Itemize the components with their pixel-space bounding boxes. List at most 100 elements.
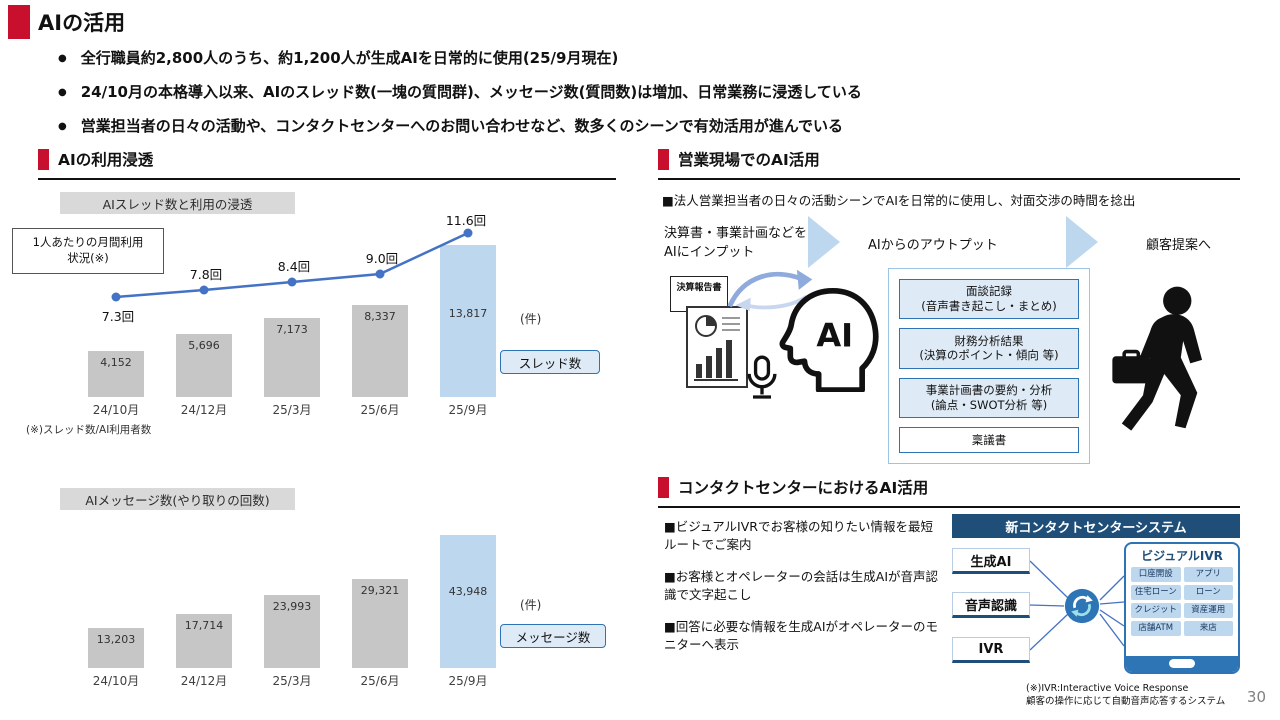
red-tab-icon	[38, 148, 49, 170]
message-chart: AIメッセージ数(やり取りの回数) 13,203 17,714 23,993 2…	[12, 480, 627, 712]
businessman-icon	[1112, 286, 1203, 431]
page-title: AIの活用	[38, 11, 126, 35]
visual-ivr-title: ビジュアルIVR	[1141, 549, 1223, 563]
system-title: 新コンタクトセンターシステム	[952, 514, 1240, 538]
visual-ivr-menu: 口座開設 アプリ 住宅ローン ローン クレジット 資産運用 店舗ATM 来店	[1126, 567, 1238, 636]
chart-footnote: (※)スレッド数/AI利用者数	[26, 424, 152, 436]
section-header-usage: AIの利用浸透	[38, 148, 616, 180]
thread-chart-plot: 4,152 5,696 7,173 8,337 13,817 7.3回 7.8回…	[72, 213, 512, 397]
contact-bullet: ■回答に必要な情報を生成AIがオペレーターのモニターへ表示	[664, 619, 939, 653]
section-title: AIの利用浸透	[58, 151, 154, 169]
trend-line	[111, 228, 473, 302]
bar-value-label: 17,714	[184, 619, 224, 632]
charts-document-icon	[686, 306, 748, 388]
flow-step-input: 決算書・事業計画などを AIにインプット	[664, 226, 808, 260]
line-value-label: 7.8回	[189, 267, 223, 282]
title-accent-bar	[8, 5, 30, 39]
x-axis-label: 24/12月	[180, 674, 228, 688]
bar-value-label: 13,203	[96, 633, 136, 646]
flow-arrow-icon	[1066, 216, 1098, 268]
bar-value-label: 13,817	[448, 307, 488, 320]
output-box: 事業計画書の要約・分析 (論点・SWOT分析 等)	[899, 377, 1079, 418]
system-input-genai: 生成AI	[952, 548, 1030, 574]
ivr-footnote-line1: (※)IVR:Interactive Voice Response	[1026, 683, 1189, 694]
page-number: 30	[1246, 688, 1266, 706]
flow-step-output: AIからのアウトプット	[868, 238, 998, 253]
summary-bullet: 24/10月の本格導入以来、AIのスレッド数(一塊の質問群)、メッセージ数(質問…	[58, 82, 1238, 104]
output-box: 面談記録 (音声書き起こし・まとめ)	[899, 279, 1079, 320]
ai-label: AI	[816, 317, 853, 355]
ivr-menu-item[interactable]: 資産運用	[1183, 603, 1233, 618]
line-value-label: 9.0回	[365, 251, 399, 266]
legend-threads: スレッド数	[500, 350, 600, 374]
ivr-menu-item[interactable]: アプリ	[1183, 567, 1233, 582]
message-chart-title: AIメッセージ数(やり取りの回数)	[60, 488, 295, 510]
phone-home-button	[1169, 659, 1195, 668]
sales-lead-text: ■法人営業担当者の日々の活動シーンでAIを日常的に使用し、対面交渉の時間を捻出	[662, 193, 1136, 208]
sales-panel: ■法人営業担当者の日々の活動シーンでAIを日常的に使用し、対面交渉の時間を捻出 …	[658, 186, 1240, 478]
bar-value-label: 23,993	[272, 600, 312, 613]
ivr-menu-item[interactable]: クレジット	[1131, 603, 1181, 618]
message-bar: 13,203	[88, 628, 144, 668]
message-bar: 17,714	[176, 614, 232, 668]
section-title: 営業現場でのAI活用	[678, 151, 820, 169]
x-axis-labels: 24/10月 24/12月 25/3月 25/6月 25/9月	[72, 401, 512, 418]
x-axis-label: 25/6月	[360, 674, 400, 688]
phone-footer	[1126, 656, 1238, 672]
connector-lines	[1029, 560, 1125, 651]
red-tab-icon	[658, 476, 669, 498]
x-axis-label: 24/10月	[92, 403, 140, 417]
ivr-menu-item[interactable]: ローン	[1183, 585, 1233, 600]
ivr-menu-item[interactable]: 住宅ローン	[1131, 585, 1181, 600]
flow-arrow-icon	[808, 216, 840, 268]
visual-ivr-panel: ビジュアルIVR 口座開設 アプリ 住宅ローン ローン クレジット 資産運用 店…	[1124, 542, 1240, 674]
message-chart-plot: 13,203 17,714 23,993 29,321 43,948	[72, 520, 512, 668]
x-axis-label: 25/6月	[360, 403, 400, 417]
system-input-ivr: IVR	[952, 637, 1030, 663]
output-box: 財務分析結果 (決算のポイント・傾向 等)	[899, 328, 1079, 369]
legend-messages: メッセージ数	[500, 624, 606, 648]
summary-bullet: 営業担当者の日々の活動や、コンタクトセンターへのお問い合わせなど、数多くのシーン…	[58, 116, 1238, 138]
bar-value-label: 4,152	[100, 356, 132, 369]
x-axis-labels: 24/10月 24/12月 25/3月 25/6月 25/9月	[72, 672, 512, 689]
message-bar-highlight: 43,948	[440, 535, 496, 668]
system-input-speech: 音声認識	[952, 592, 1030, 618]
thread-bar-highlight: 13,817	[440, 245, 496, 397]
bar-value-label: 5,696	[188, 339, 220, 352]
section-header-contact: コンタクトセンターにおけるAI活用	[658, 476, 1240, 508]
x-axis-label: 25/3月	[272, 403, 312, 417]
thread-bar: 8,337	[352, 305, 408, 397]
thread-bar: 4,152	[88, 351, 144, 397]
line-value-label: 8.4回	[277, 259, 311, 274]
output-box: 稟議書	[899, 426, 1079, 453]
ivr-footnote-line2: 顧客の操作に応じて自動音声応答するシステム	[1026, 696, 1226, 708]
summary-bullet: 全行職員約2,800人のうち、約1,200人が生成AIを日常的に使用(25/9月…	[58, 48, 1238, 70]
unit-label: (件)	[520, 312, 542, 326]
unit-label: (件)	[520, 598, 542, 612]
line-value-label: 7.3回	[101, 309, 135, 324]
ivr-footnote: (※)IVR:Interactive Voice Response 顧客の操作に…	[1026, 682, 1225, 709]
ivr-menu-item[interactable]: 口座開設	[1131, 567, 1181, 582]
x-axis-label: 24/12月	[180, 403, 228, 417]
message-bar: 29,321	[352, 579, 408, 668]
bar-value-label: 43,948	[448, 585, 488, 598]
microphone-icon	[747, 355, 777, 399]
message-bar: 23,993	[264, 595, 320, 668]
x-axis-label: 25/9月	[448, 674, 488, 688]
section-title: コンタクトセンターにおけるAI活用	[678, 479, 929, 497]
ivr-menu-item[interactable]: 来店	[1183, 621, 1233, 636]
red-tab-icon	[658, 148, 669, 170]
contact-bullet: ■お客様とオペレーターの会話は生成AIが音声認識で文字起こし	[664, 569, 939, 603]
ai-outputs-container: 面談記録 (音声書き起こし・まとめ) 財務分析結果 (決算のポイント・傾向 等)…	[888, 268, 1090, 464]
section-header-sales: 営業現場でのAI活用	[658, 148, 1240, 180]
x-axis-label: 24/10月	[92, 674, 140, 688]
flow-step-proposal: 顧客提案へ	[1146, 238, 1212, 253]
x-axis-label: 25/9月	[448, 403, 488, 417]
thread-bar: 5,696	[176, 334, 232, 397]
x-axis-label: 25/3月	[272, 674, 312, 688]
contact-bullet: ■ビジュアルIVRでお客様の知りたい情報を最短ルートでご案内	[664, 519, 933, 553]
ivr-menu-item[interactable]: 店舗ATM	[1131, 621, 1181, 636]
bar-value-label: 8,337	[364, 310, 396, 323]
contact-system-diagram: 新コンタクトセンターシステム 生成AI 音声認識 IVR	[952, 514, 1240, 676]
